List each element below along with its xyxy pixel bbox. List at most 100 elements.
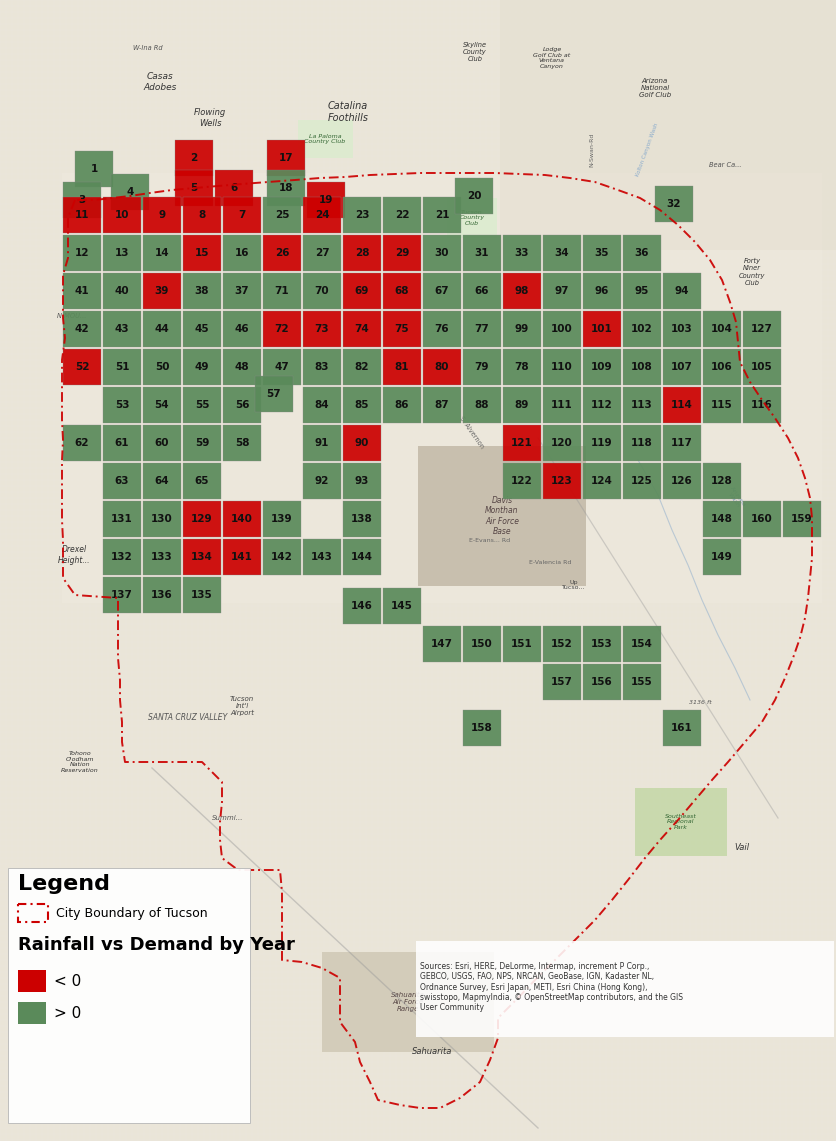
Text: 142: 142 (271, 552, 293, 563)
Bar (103, 197, 140, 233)
Bar (143, 235, 181, 272)
Bar (343, 235, 380, 272)
Text: 132: 132 (111, 552, 133, 563)
Text: 144: 144 (350, 552, 373, 563)
Text: 69: 69 (354, 286, 369, 296)
Bar (303, 197, 340, 233)
Text: Casas
Adobes: Casas Adobes (143, 72, 176, 91)
Bar (622, 424, 660, 461)
Bar (462, 311, 501, 347)
Bar (662, 387, 701, 423)
Text: Arizona
Wash: Arizona Wash (724, 485, 747, 511)
Text: 22: 22 (395, 210, 409, 220)
Text: 74: 74 (354, 324, 369, 334)
Bar (543, 664, 580, 701)
Text: 93: 93 (354, 476, 369, 486)
Bar (343, 197, 380, 233)
Text: 82: 82 (354, 362, 369, 372)
Bar (183, 501, 221, 537)
Bar (103, 501, 140, 537)
Bar (702, 539, 740, 575)
Bar (175, 170, 212, 207)
Text: 26: 26 (274, 248, 289, 258)
Text: 28: 28 (354, 248, 369, 258)
Bar (702, 311, 740, 347)
Text: 70: 70 (314, 286, 329, 296)
Text: 159: 159 (790, 513, 812, 524)
Bar (383, 197, 421, 233)
Bar (422, 273, 461, 309)
Text: 143: 143 (311, 552, 333, 563)
Text: 30: 30 (434, 248, 449, 258)
Text: 71: 71 (274, 286, 289, 296)
Text: 62: 62 (74, 438, 89, 448)
Bar (583, 424, 620, 461)
Bar (662, 710, 701, 746)
Bar (103, 235, 140, 272)
Text: 85: 85 (354, 400, 369, 410)
Bar (662, 311, 701, 347)
Bar (303, 387, 340, 423)
Text: Vail: Vail (733, 843, 749, 852)
Text: 42: 42 (74, 324, 89, 334)
Text: 120: 120 (550, 438, 572, 448)
Bar (143, 424, 181, 461)
Bar (18, 970, 46, 992)
Bar (543, 626, 580, 663)
Text: Forty
Niner
Country
Club: Forty Niner Country Club (738, 258, 764, 285)
Bar (422, 235, 461, 272)
Bar (462, 387, 501, 423)
Text: 17: 17 (278, 153, 293, 163)
Bar (63, 424, 101, 461)
Text: 101: 101 (590, 324, 612, 334)
Bar (222, 235, 261, 272)
Bar (583, 311, 620, 347)
Bar (583, 664, 620, 701)
Text: 49: 49 (195, 362, 209, 372)
Bar (702, 501, 740, 537)
Text: 15: 15 (195, 248, 209, 258)
Text: La Paloma
Country Club: La Paloma Country Club (304, 133, 345, 145)
Text: 128: 128 (711, 476, 732, 486)
Text: 57: 57 (267, 389, 281, 398)
Bar (63, 197, 101, 233)
Bar (622, 626, 660, 663)
Text: 140: 140 (231, 513, 252, 524)
Text: 1: 1 (90, 164, 98, 175)
Text: 125: 125 (630, 476, 652, 486)
Text: 81: 81 (395, 362, 409, 372)
Text: Southeast
Regional
Park: Southeast Regional Park (665, 814, 696, 831)
Text: Kolton Canyon Wash: Kolton Canyon Wash (635, 122, 658, 177)
Text: Skyline
County
Club: Skyline County Club (462, 42, 487, 62)
Text: 40: 40 (115, 286, 129, 296)
Text: 46: 46 (234, 324, 249, 334)
Bar (343, 387, 380, 423)
Text: 61: 61 (115, 438, 129, 448)
Bar (702, 387, 740, 423)
Text: 41: 41 (74, 286, 89, 296)
Text: 2: 2 (190, 153, 197, 163)
Bar (103, 311, 140, 347)
Text: Up
Tucso...: Up Tucso... (562, 580, 585, 590)
Bar (702, 349, 740, 385)
Bar (583, 463, 620, 499)
Text: 77: 77 (474, 324, 489, 334)
Text: 134: 134 (191, 552, 212, 563)
Text: 56: 56 (234, 400, 249, 410)
Text: 73: 73 (314, 324, 329, 334)
Text: 87: 87 (434, 400, 449, 410)
Bar (222, 539, 261, 575)
Bar (662, 349, 701, 385)
Bar (303, 273, 340, 309)
Bar (322, 952, 493, 1052)
Text: 148: 148 (711, 513, 732, 524)
Text: Catalina
Foothills: Catalina Foothills (327, 102, 368, 123)
Text: 79: 79 (474, 362, 489, 372)
Bar (343, 539, 380, 575)
Text: 105: 105 (750, 362, 772, 372)
Text: 160: 160 (750, 513, 772, 524)
Text: 138: 138 (351, 513, 372, 524)
Bar (183, 539, 221, 575)
Text: 48: 48 (234, 362, 249, 372)
Bar (103, 349, 140, 385)
